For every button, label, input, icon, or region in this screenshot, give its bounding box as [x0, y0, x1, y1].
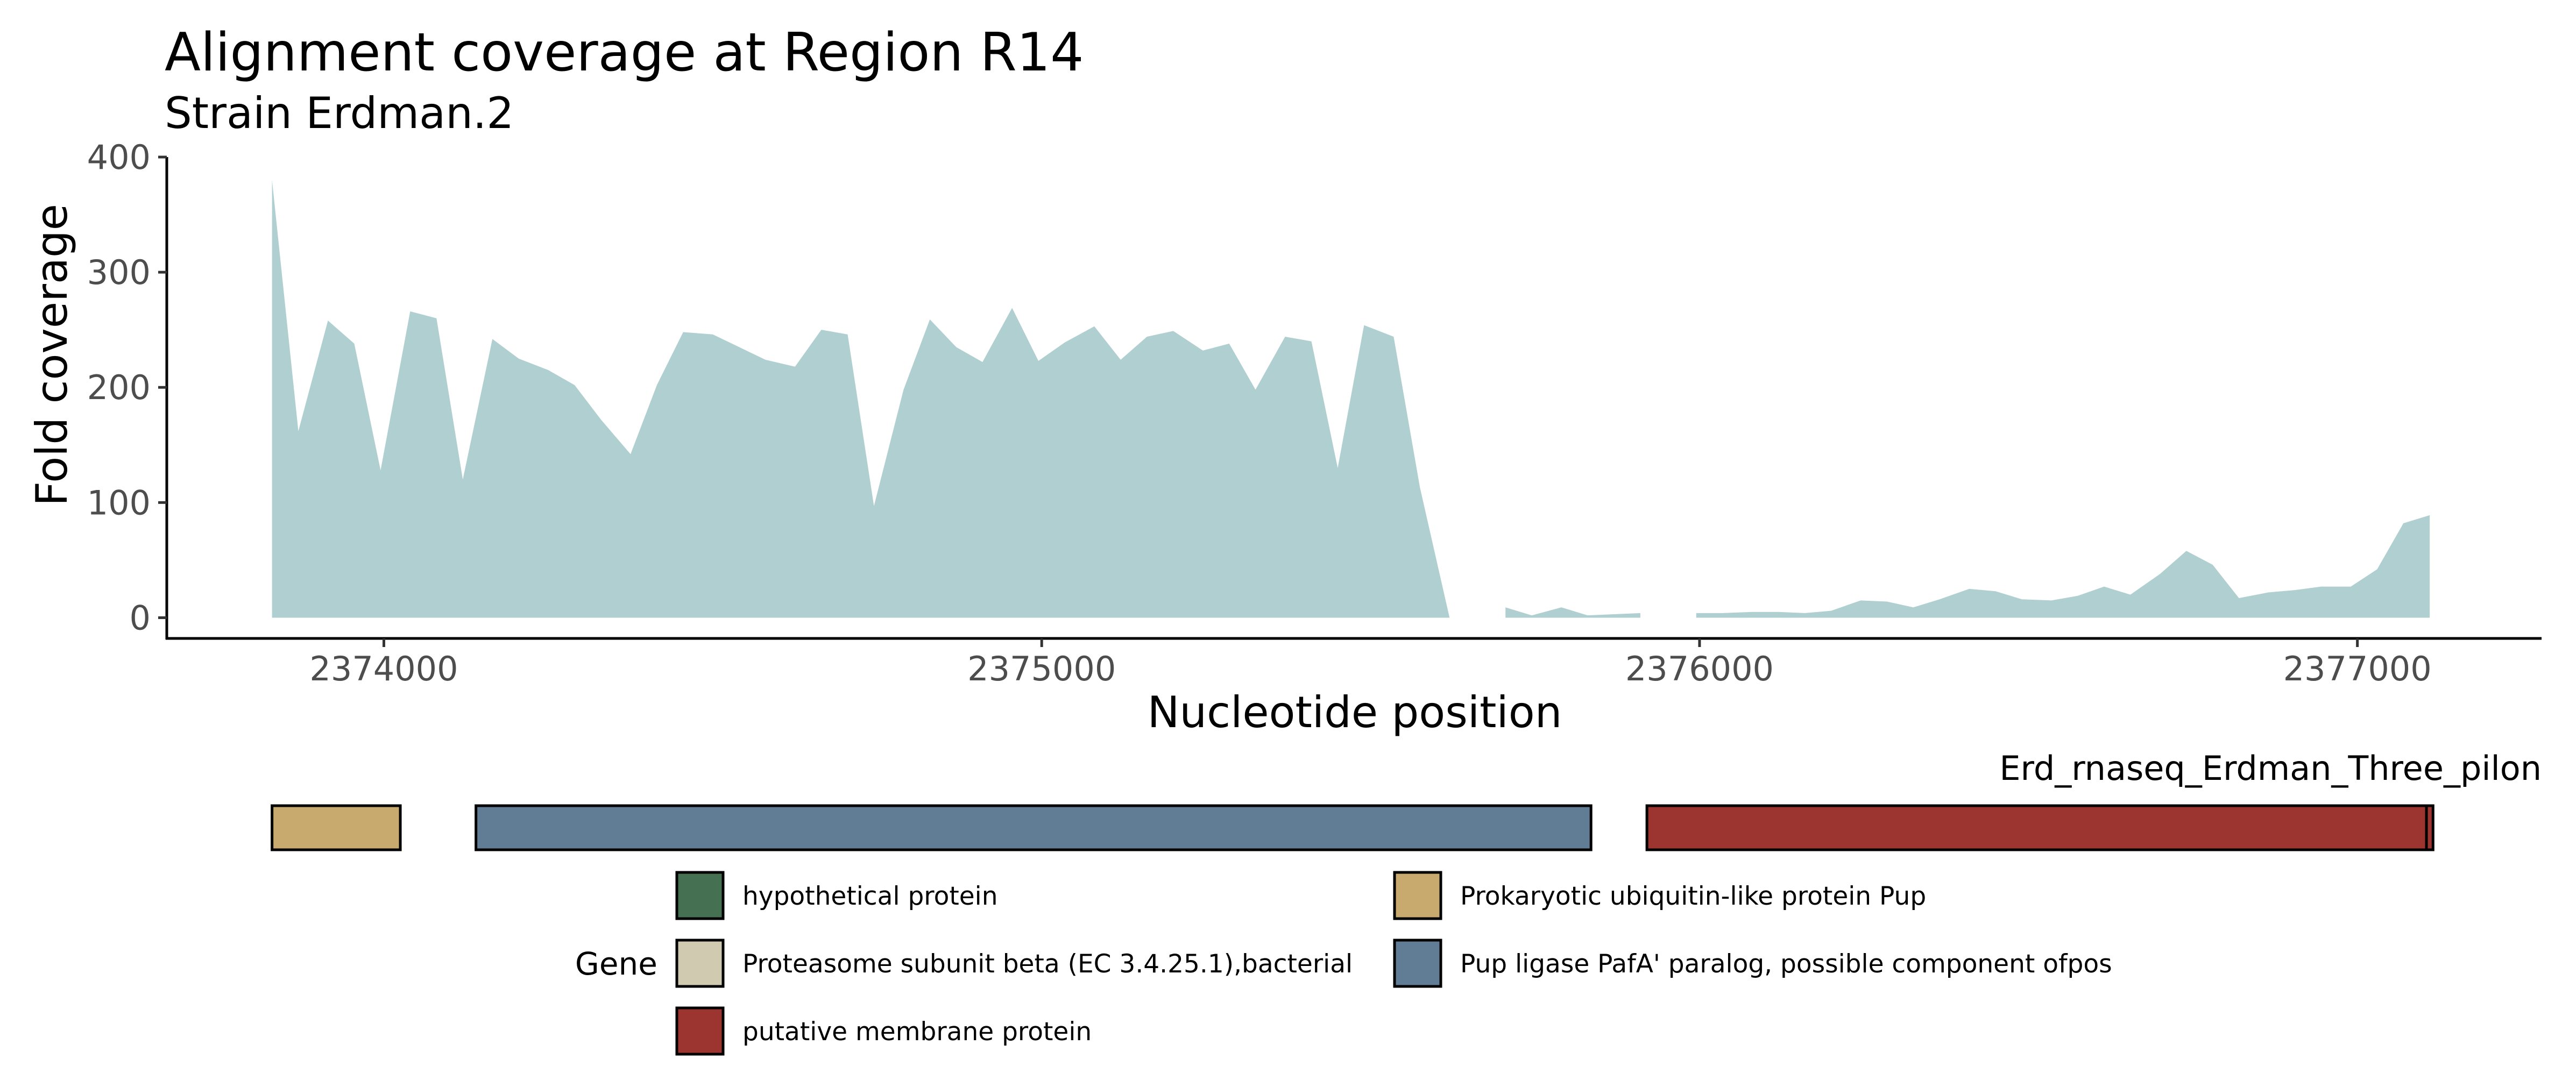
legend-label: putative membrane protein	[742, 1017, 1092, 1047]
axes-group	[165, 157, 2542, 640]
y-tick-label: 0	[130, 598, 151, 637]
x-ticks-group: 2374000 2375000 2376000 2377000	[309, 638, 2432, 688]
y-axis-title: Fold coverage	[27, 204, 77, 506]
gene-feature	[475, 804, 1593, 851]
x-tick-label: 2377000	[2283, 649, 2432, 688]
legend-label: Pup ligase PafA' paralog, possible compo…	[1460, 949, 2112, 979]
y-tick-label: 100	[87, 483, 151, 522]
coverage-area-group	[272, 180, 2430, 618]
legend-title: Gene	[575, 946, 657, 982]
coverage-area-segment-3	[1696, 515, 2430, 618]
gene-feature	[271, 804, 402, 851]
chart-title: Alignment coverage at Region R14	[165, 22, 1084, 83]
legend-key	[675, 1006, 725, 1056]
legend-label: Prokaryotic ubiquitin-like protein Pup	[1460, 882, 1926, 911]
chart-subtitle: Strain Erdman.2	[165, 88, 514, 138]
gene-track-label: Erd_rnaseq_Erdman_Three_pilon	[1999, 749, 2542, 788]
legend-label: Proteasome subunit beta (EC 3.4.25.1),ba…	[742, 949, 1353, 979]
legend-label: hypothetical protein	[742, 882, 998, 911]
coverage-area-segment-2	[1505, 607, 1640, 618]
legend-key	[1393, 871, 1442, 920]
legend-key	[675, 939, 725, 988]
y-tick-label: 200	[87, 368, 151, 407]
legend-group: hypothetical protein Proteasome subunit b…	[675, 871, 2112, 1056]
gene-track-group	[271, 804, 2435, 851]
legend-key	[675, 871, 725, 920]
y-tick-label: 400	[87, 138, 151, 177]
y-ticks-group: 0 100 200 300 400	[87, 138, 167, 637]
y-tick-label: 300	[87, 253, 151, 292]
x-tick-label: 2376000	[1625, 649, 1774, 688]
x-tick-label: 2374000	[309, 649, 458, 688]
gene-feature	[2425, 804, 2435, 851]
legend-key	[1393, 939, 1442, 988]
coverage-area-segment-1	[272, 180, 1450, 618]
gene-feature	[1645, 804, 2428, 851]
x-tick-label: 2375000	[967, 649, 1116, 688]
x-axis-title: Nucleotide position	[1148, 687, 1562, 737]
